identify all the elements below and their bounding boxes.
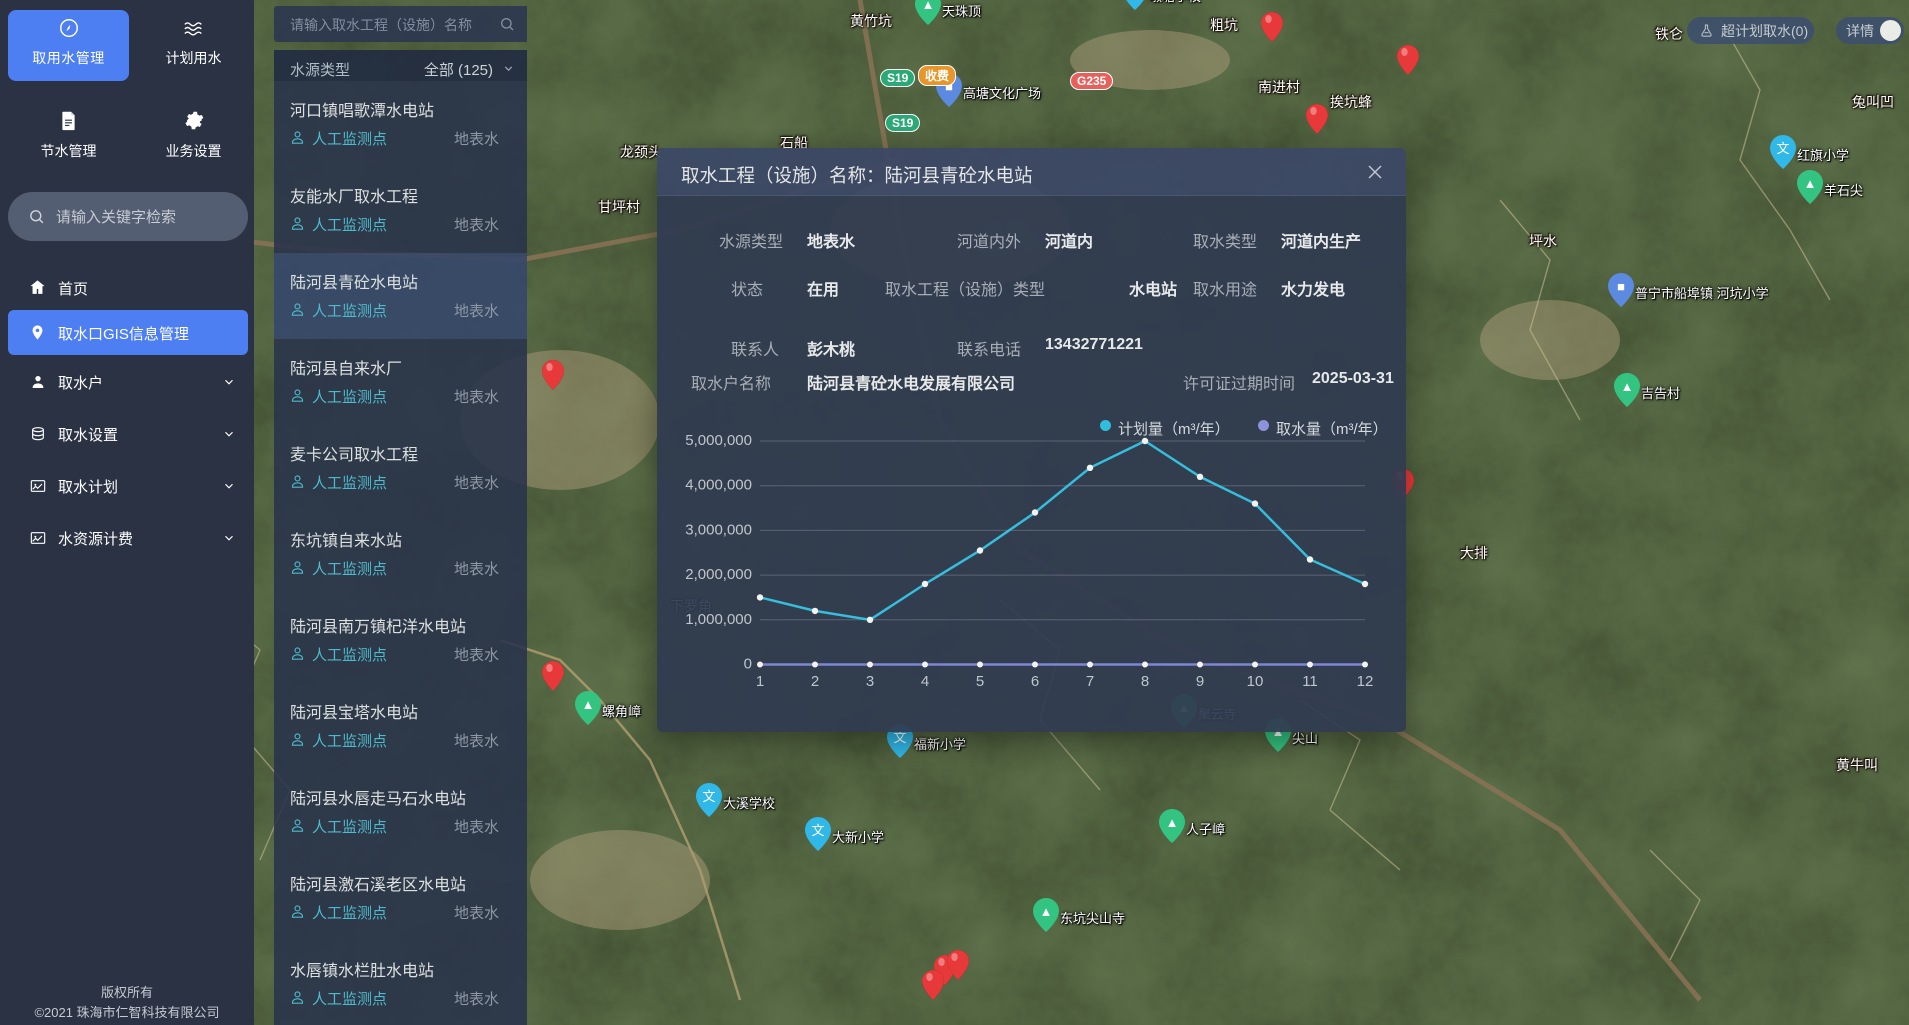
svg-text:1,000,000: 1,000,000 xyxy=(685,611,752,628)
svg-text:5: 5 xyxy=(976,673,984,690)
svg-text:6: 6 xyxy=(1031,673,1039,690)
svg-text:2,000,000: 2,000,000 xyxy=(685,566,752,583)
svg-text:12: 12 xyxy=(1357,673,1374,690)
svg-text:3: 3 xyxy=(866,673,874,690)
svg-text:10: 10 xyxy=(1247,673,1264,690)
svg-text:7: 7 xyxy=(1086,673,1094,690)
svg-text:5,000,000: 5,000,000 xyxy=(685,432,752,449)
svg-text:8: 8 xyxy=(1141,673,1149,690)
svg-text:2: 2 xyxy=(811,673,819,690)
svg-text:9: 9 xyxy=(1196,673,1204,690)
svg-text:1: 1 xyxy=(756,673,764,690)
svg-text:4: 4 xyxy=(921,673,929,690)
svg-text:11: 11 xyxy=(1302,673,1318,690)
svg-text:0: 0 xyxy=(744,656,752,673)
svg-text:3,000,000: 3,000,000 xyxy=(685,521,752,538)
svg-text:4,000,000: 4,000,000 xyxy=(685,477,752,494)
